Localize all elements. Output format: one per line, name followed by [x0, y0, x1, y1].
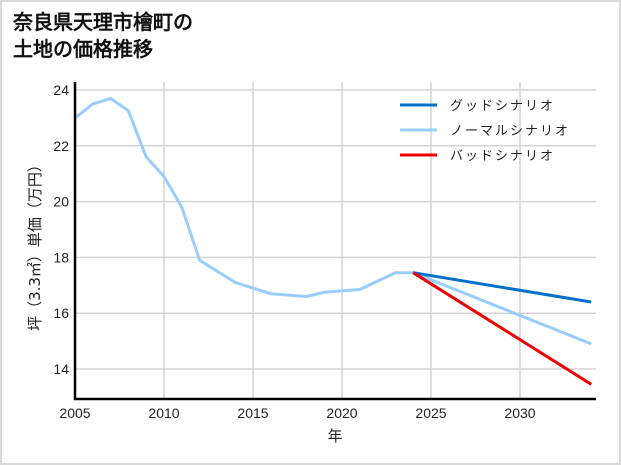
y-tick-label: 24 [53, 82, 69, 98]
axes [73, 82, 596, 401]
y-axis-label: 坪（3.3㎡）単価（万円） [26, 157, 44, 331]
legend-label: バッドシナリオ [450, 149, 555, 164]
y-tick-label: 22 [53, 138, 69, 154]
x-tick-label: 2025 [415, 405, 446, 421]
y-axis-ticks: 24 22 20 18 16 14 [53, 82, 69, 377]
x-axis-label: 年 [327, 427, 342, 445]
x-axis-ticks: 2005 2010 2015 2020 2025 2030 [59, 405, 535, 421]
title-line-1: 奈良県天理市檜町の [13, 10, 193, 34]
legend-item: ノーマルシナリオ [400, 124, 570, 139]
series-line-1 [74, 96, 592, 346]
y-tick-label: 14 [53, 361, 69, 377]
title-line-2: 土地の価格推移 [13, 37, 153, 61]
x-tick-label: 2020 [326, 405, 357, 421]
series-lines [74, 96, 592, 386]
gridlines [75, 82, 596, 399]
x-tick-label: 2010 [148, 405, 179, 421]
series-line-0 [412, 271, 592, 304]
x-tick-label: 2030 [504, 405, 535, 421]
y-tick-label: 20 [53, 194, 69, 210]
chart-title: 奈良県天理市檜町の 土地の価格推移 [13, 9, 193, 63]
legend-item: グッドシナリオ [400, 99, 555, 114]
series-line-2 [412, 271, 592, 386]
x-tick-label: 2015 [237, 405, 268, 421]
y-tick-label: 16 [53, 305, 69, 321]
legend-item: バッドシナリオ [400, 149, 555, 164]
x-tick-label: 2005 [59, 405, 90, 421]
legend-label: グッドシナリオ [450, 99, 555, 114]
y-tick-label: 18 [53, 249, 69, 265]
legend-label: ノーマルシナリオ [450, 124, 570, 139]
